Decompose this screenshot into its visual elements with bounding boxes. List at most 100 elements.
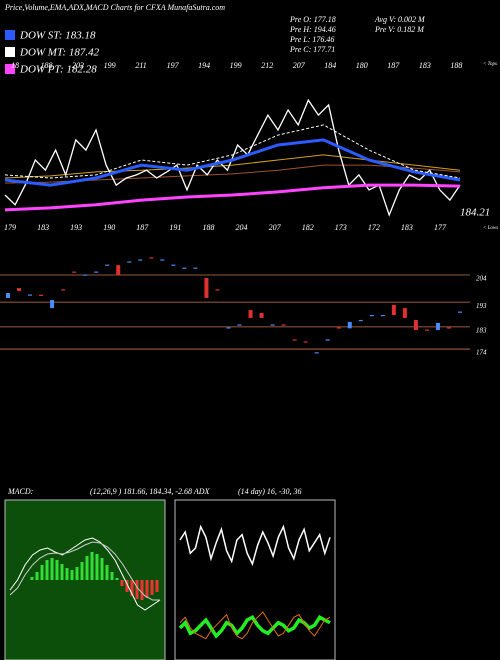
bottom-label: 177 xyxy=(434,223,447,232)
candle xyxy=(149,257,154,259)
candle xyxy=(72,271,77,273)
candle xyxy=(259,313,264,318)
macd-bar xyxy=(50,558,54,580)
candle xyxy=(39,294,44,296)
bottom-label: 188 xyxy=(202,223,214,232)
candle xyxy=(281,324,286,326)
candle xyxy=(182,267,187,269)
macd-params: (12,26,9 ) 181.66, 184.34, -2.68 ADX xyxy=(90,487,211,496)
top-label: 187 xyxy=(387,61,400,70)
bottom-label: 204 xyxy=(236,223,248,232)
macd-bar xyxy=(115,578,119,580)
candle xyxy=(83,274,88,276)
dow-line xyxy=(4,183,461,212)
candle xyxy=(215,289,220,291)
candle xyxy=(171,264,176,266)
macd-bar xyxy=(30,577,34,580)
macd-bar xyxy=(135,580,139,599)
dow-line xyxy=(4,138,461,187)
candle xyxy=(61,289,66,291)
adx-panel xyxy=(174,499,336,660)
last-price: 184.21 xyxy=(460,207,490,219)
candle xyxy=(138,259,143,261)
top-label: 183 xyxy=(419,61,431,70)
y-tick-label: 183 xyxy=(476,326,487,334)
top-label: 211 xyxy=(135,61,146,70)
macd-bar xyxy=(120,580,124,586)
y-tick-label: 174 xyxy=(476,349,487,357)
candle xyxy=(380,315,385,317)
macd-bar xyxy=(110,572,114,580)
candle xyxy=(237,324,242,326)
candle xyxy=(325,339,330,341)
candle xyxy=(458,311,462,313)
candle xyxy=(413,319,418,331)
macd-line xyxy=(9,537,161,611)
macd-bar xyxy=(100,558,104,580)
candle xyxy=(116,265,121,275)
top-label: 212 xyxy=(261,61,273,70)
macd-bar xyxy=(40,565,44,580)
macd-bar xyxy=(85,556,89,580)
candle xyxy=(435,322,440,331)
bottom-label: 193 xyxy=(70,223,82,232)
stat: Pre V: 0.182 M xyxy=(374,25,425,34)
macd-bar xyxy=(140,580,144,600)
lows-label: < Lows xyxy=(483,226,498,231)
y-tick-label: 204 xyxy=(476,275,487,283)
top-label: 18 xyxy=(11,61,19,70)
candle xyxy=(369,315,374,317)
stat: Pre H: 194.46 xyxy=(289,25,336,34)
legend-label: DOW MT: 187.42 xyxy=(19,47,100,59)
macd-line xyxy=(9,541,160,601)
candle xyxy=(226,327,231,329)
candle xyxy=(50,299,55,309)
candle xyxy=(160,259,165,261)
macd-bar xyxy=(55,560,59,580)
macd-bar xyxy=(60,564,64,580)
candle xyxy=(303,341,308,343)
candle xyxy=(336,327,341,329)
macd-bar xyxy=(90,552,94,580)
stat: Pre O: 177.18 xyxy=(289,15,336,24)
legend-swatch xyxy=(5,30,15,40)
macd-bar xyxy=(145,580,149,598)
legend-label: DOW ST: 183.18 xyxy=(19,30,96,42)
tops-label: < Tops xyxy=(483,62,497,67)
candle xyxy=(314,352,319,354)
stat: Pre L: 176.46 xyxy=(289,35,334,44)
top-label: 180 xyxy=(356,61,368,70)
bottom-label: 191 xyxy=(169,223,181,232)
top-label: 203 xyxy=(72,61,84,70)
adx-line xyxy=(179,524,331,567)
macd-bar xyxy=(70,570,74,580)
candle xyxy=(193,267,198,269)
candle xyxy=(6,293,10,298)
macd-bar xyxy=(45,560,49,580)
y-tick-label: 193 xyxy=(476,302,487,310)
bottom-label: 182 xyxy=(302,223,314,232)
adx-label: (14 day) 16, -30, 36 xyxy=(238,487,302,496)
macd-label: MACD: xyxy=(7,487,34,496)
macd-bar xyxy=(80,562,84,580)
candle xyxy=(94,271,99,273)
dow-line xyxy=(4,124,461,179)
legend-swatch xyxy=(5,47,15,57)
candle xyxy=(204,277,209,298)
chart-title: Price,Volume,EMA,ADX,MACD Charts for CFX… xyxy=(4,3,225,12)
macd-bar xyxy=(95,554,99,580)
ema-line xyxy=(4,154,461,179)
bottom-label: 207 xyxy=(269,223,282,232)
candle xyxy=(28,294,33,296)
macd-bar xyxy=(155,580,159,592)
top-label: 197 xyxy=(167,61,180,70)
candle xyxy=(424,329,429,331)
candle xyxy=(402,308,407,318)
stat: Avg V: 0.002 M xyxy=(374,15,426,24)
bottom-label: 173 xyxy=(335,223,347,232)
macd-bar xyxy=(75,567,79,580)
candle xyxy=(127,261,132,263)
top-label: 199 xyxy=(230,61,242,70)
candle xyxy=(248,310,253,318)
